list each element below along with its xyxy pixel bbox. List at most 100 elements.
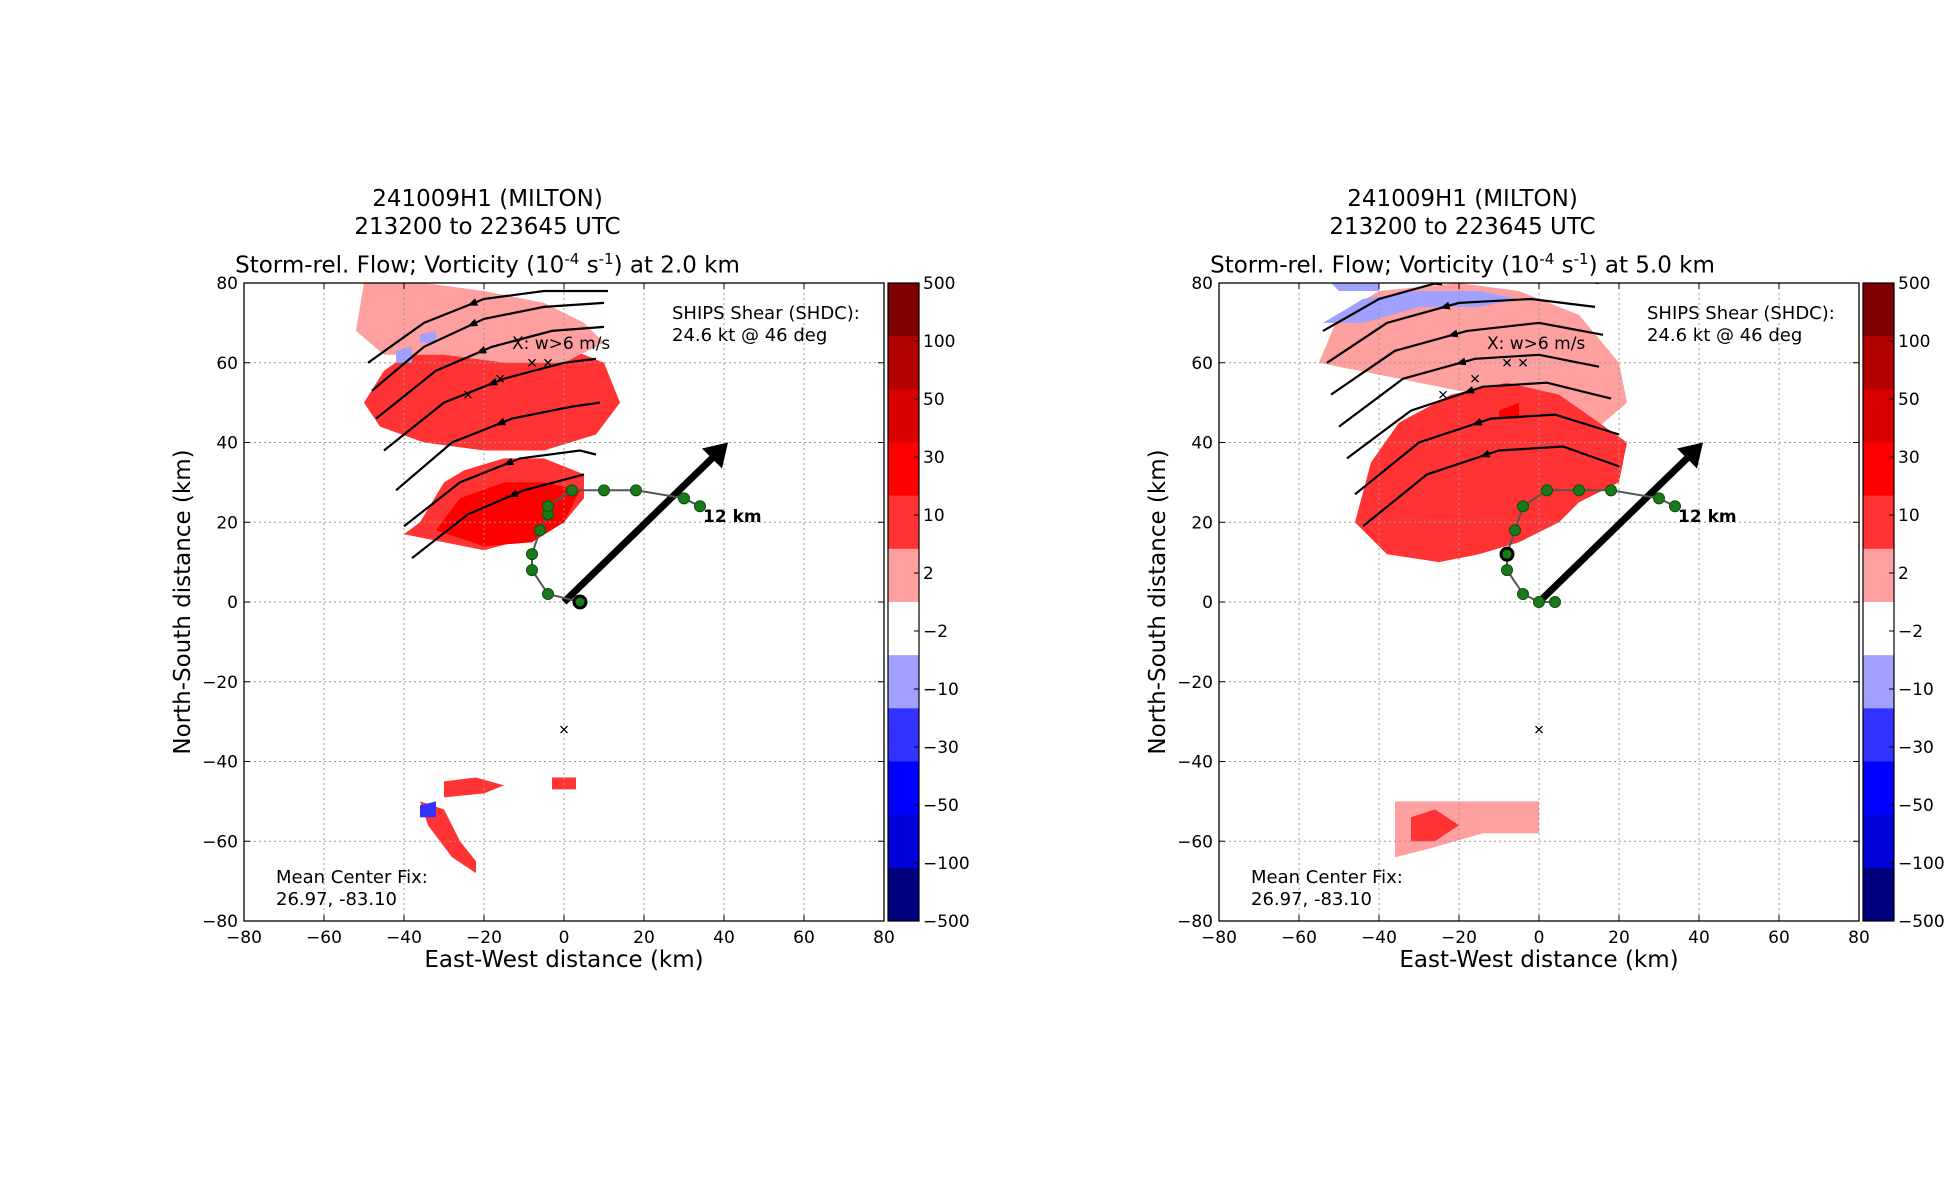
center-fix-label-line2: 26.97, -83.10 [1251, 889, 1372, 910]
vorticity-region [1355, 382, 1627, 563]
updraft-marker [528, 358, 536, 367]
title-line1: 241009H1 (MILTON) [372, 186, 603, 212]
x-tick-label: 80 [873, 928, 895, 948]
colorbar-tick-label: 500 [923, 274, 955, 294]
colorbar-swatch [888, 708, 919, 762]
streamline-arrow [1439, 301, 1460, 310]
colorbar-tick-label: −2 [1898, 622, 1923, 642]
vorticity-region [420, 801, 436, 818]
tilt-track-point [542, 500, 554, 513]
shear-vector-head [702, 442, 728, 469]
y-tick-label: 80 [1191, 274, 1213, 294]
tilt-track-point [1517, 500, 1529, 513]
panel-2km: 241009H1 (MILTON) 213200 to 223645 UTC S… [0, 186, 975, 973]
vorticity-region [356, 283, 604, 363]
x-tick-label: −40 [386, 928, 422, 948]
title-line3-post: ) at 5.0 km [1588, 252, 1715, 279]
y-tick-label: −20 [202, 673, 238, 693]
tilt-track-point [694, 500, 706, 513]
colorbar-tick-label: −10 [923, 680, 959, 700]
x-tick-label: 80 [1848, 928, 1870, 948]
colorbar-tick-label: −500 [923, 912, 970, 932]
colorbar-tick-label: 10 [1898, 506, 1920, 526]
title-line3-pre: Storm-rel. Flow; Vorticity (10 [1210, 252, 1540, 279]
title-line3-exp2: -1 [1573, 250, 1589, 268]
title-line3: Storm-rel. Flow; Vorticity (10-4 s-1) at… [975, 250, 1950, 279]
colorbar-tick-label: 50 [1898, 390, 1920, 410]
analysis-level-point [572, 594, 588, 610]
title-line3-mid: s [1554, 252, 1574, 279]
tilt-track-point [598, 484, 610, 497]
tilt-track-point [1653, 492, 1665, 505]
vorticity-region [444, 777, 504, 798]
tilt-track-point [1509, 524, 1521, 537]
y-tick-label: 80 [216, 274, 238, 294]
x-tick-label: 60 [1768, 928, 1790, 948]
colorbar-swatch [1863, 336, 1894, 390]
x-axis-label: East-West distance (km) [1399, 947, 1678, 973]
y-tick-label: 20 [216, 513, 238, 533]
x-tick-label: −20 [1441, 928, 1477, 948]
colorbar-tick-label: −2 [923, 622, 948, 642]
x-tick-label: 60 [793, 928, 815, 948]
x-tick-label: −20 [466, 928, 502, 948]
tilt-track-point [566, 484, 578, 497]
colorbar-swatch [888, 867, 919, 922]
x-tick-label: 20 [633, 928, 655, 948]
streamline-arrow [1455, 357, 1476, 366]
y-tick-label: −40 [1177, 753, 1213, 773]
streamline [1322, 283, 1599, 332]
tilt-track-point [542, 588, 554, 601]
colorbar-tick-label: 50 [923, 390, 945, 410]
y-tick-label: −20 [1177, 673, 1213, 693]
colorbar-swatch [1863, 708, 1894, 762]
y-tick-label: −80 [202, 912, 238, 932]
title-line3-pre: Storm-rel. Flow; Vorticity (10 [235, 252, 565, 279]
vorticity-plot-5km: −80 −60 −40 −20 0 20 40 60 80 80 60 40 20 0 −20 −40 −60 −… [1145, 274, 1945, 973]
colorbar-swatch [888, 761, 919, 816]
shear-vector-head [1677, 442, 1703, 469]
colorbar-swatch [888, 389, 919, 443]
tilt-track-point [526, 564, 538, 577]
vorticity-region [1319, 283, 1627, 427]
y-tick-label: −60 [1177, 832, 1213, 852]
tilt-track-point [534, 524, 546, 537]
x-tick-label: −60 [306, 928, 342, 948]
y-tick-label: 60 [1191, 354, 1213, 374]
shear-label-line2: 24.6 kt @ 46 deg [672, 325, 827, 346]
streamline-arrow [467, 318, 485, 327]
colorbar-swatch [1863, 442, 1894, 497]
colorbar-swatch [1863, 495, 1894, 550]
y-tick-label: 20 [1191, 513, 1213, 533]
streamline-arrow [1479, 449, 1500, 458]
center-fix-label-line2: 26.97, -83.10 [276, 889, 397, 910]
colorbar-swatch [1863, 655, 1894, 709]
colorbar-swatch [888, 655, 919, 709]
tilt-track-point [1541, 484, 1553, 497]
y-tick-label: −60 [202, 832, 238, 852]
vorticity-region [420, 801, 476, 874]
title-line3-post: ) at 2.0 km [613, 252, 740, 279]
updraft-marker [1519, 358, 1527, 367]
colorbar-swatch [1863, 389, 1894, 443]
colorbar-frame [1862, 282, 1895, 922]
vorticity-region [1411, 809, 1459, 842]
colorbar-tick-label: −500 [1898, 912, 1945, 932]
colorbar-tick-label: 100 [1898, 332, 1930, 352]
y-tick-label: 40 [1191, 434, 1213, 454]
tilt-track-point [1605, 484, 1617, 497]
streamline [403, 449, 597, 528]
panel-5km: 241009H1 (MILTON) 213200 to 223645 UTC S… [975, 0, 1950, 1200]
colorbar-swatch [888, 814, 919, 869]
updraft-marker [1503, 358, 1511, 367]
tilt-track-point [1517, 588, 1529, 601]
x-axis-label: East-West distance (km) [424, 947, 703, 973]
title-line3-exp1: -4 [1539, 250, 1555, 268]
y-tick-label: 0 [227, 593, 238, 613]
colorbar-tick-label: 10 [923, 506, 945, 526]
title-line3: Storm-rel. Flow; Vorticity (10-4 s-1) at… [0, 250, 975, 279]
tilt-track-point [630, 484, 642, 497]
tilt-length-label: 12 km [703, 507, 762, 527]
x-tick-label: 0 [559, 928, 570, 948]
vorticity-region [1323, 291, 1519, 323]
